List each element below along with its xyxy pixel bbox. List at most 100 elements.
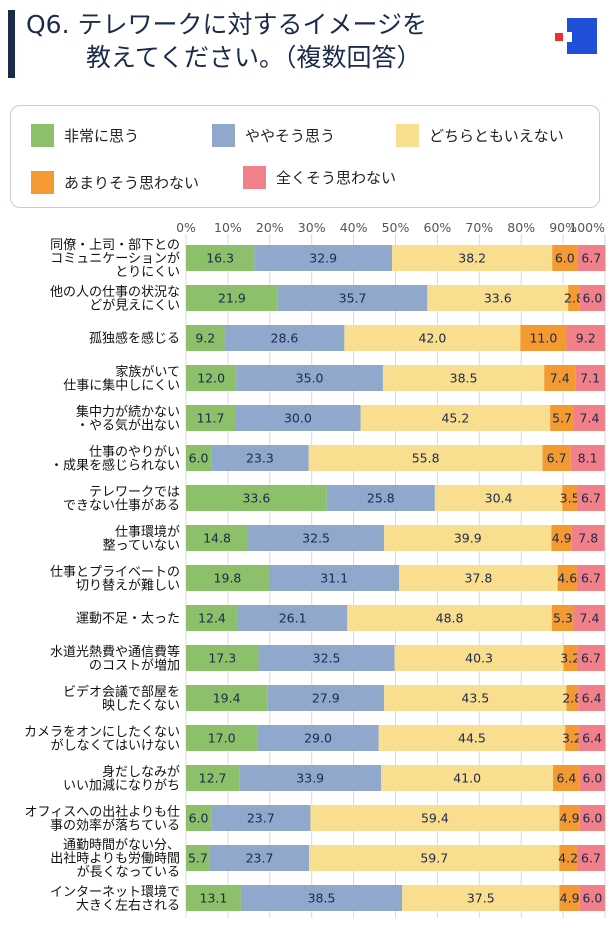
bar-segment — [579, 285, 605, 311]
bar-segment — [427, 285, 569, 311]
bar-segment — [579, 765, 605, 791]
data-label: 6.0 — [555, 251, 575, 266]
bar-segment — [576, 485, 605, 511]
bar-segment — [552, 245, 578, 271]
data-label: 17.0 — [208, 731, 236, 746]
bar-segment — [559, 845, 577, 871]
data-label: 6.7 — [581, 651, 601, 666]
data-label: 23.7 — [247, 811, 275, 826]
bar-segment — [186, 525, 249, 551]
title-line-1: Q6. テレワークに対するイメージを — [26, 10, 427, 39]
bar-segment — [257, 725, 379, 751]
data-label: 28.6 — [271, 331, 299, 346]
bar-segment — [186, 365, 237, 391]
data-label: 6.7 — [581, 851, 601, 866]
category-label: 集中力が続かない — [76, 404, 180, 420]
data-label: 55.8 — [412, 451, 440, 466]
category-label: できない仕事がある — [63, 498, 180, 513]
bar-segment — [553, 765, 580, 791]
bar-segment — [236, 365, 383, 391]
bar-segment — [209, 845, 310, 871]
bar-segment — [186, 885, 241, 911]
category-label: 同僚・上司・部下との — [50, 238, 180, 253]
data-label: 42.0 — [418, 331, 446, 346]
data-label: 8.1 — [578, 451, 598, 466]
bar-segment — [309, 845, 560, 871]
data-label: 5.7 — [552, 411, 572, 426]
legend-swatch — [31, 124, 54, 147]
bar-segment — [551, 525, 572, 551]
bar-segment — [186, 845, 210, 871]
data-label: 39.9 — [454, 531, 482, 546]
category-label: ・成果を感じられない — [50, 457, 180, 473]
data-label: 6.4 — [582, 691, 602, 706]
bar-segment — [277, 285, 428, 311]
bar-segment — [562, 485, 577, 511]
data-label: 35.7 — [339, 291, 367, 306]
x-tick-label: 70% — [465, 220, 493, 235]
legend: 非常に思う ややそう思う どちらともいえない あまりそう思わない 全くそう思わな… — [10, 105, 600, 208]
category-label: 整っていない — [103, 538, 180, 553]
category-label: 出社時よりも労働時間 — [50, 851, 180, 867]
bar-segment — [557, 565, 577, 591]
data-label: 6.0 — [582, 891, 602, 906]
data-label: 11.0 — [529, 331, 557, 346]
data-label: 48.8 — [436, 611, 464, 626]
data-label: 6.7 — [547, 451, 567, 466]
bar-segment — [576, 845, 605, 871]
bar-segment — [384, 685, 567, 711]
data-label: 23.7 — [246, 851, 274, 866]
data-label: 33.6 — [484, 291, 512, 306]
x-tick-label: 90% — [549, 220, 577, 235]
bar-segment — [186, 565, 269, 591]
bar-segment — [399, 565, 558, 591]
bar-segment — [308, 445, 543, 471]
data-label: 19.4 — [213, 691, 241, 706]
bar-segment — [402, 885, 560, 911]
bar-segment — [347, 605, 552, 631]
bar-segment — [211, 805, 311, 831]
bar-segment — [186, 805, 212, 831]
bar-segment — [434, 485, 563, 511]
category-label: 仕事とプライベートの — [50, 565, 180, 580]
bar-segment — [186, 325, 225, 351]
bar-segment — [568, 285, 580, 311]
data-label: 44.5 — [458, 731, 486, 746]
data-label: 33.9 — [296, 771, 324, 786]
bar-segment — [551, 605, 574, 631]
bar-segment — [384, 525, 552, 551]
legend-swatch — [212, 124, 235, 147]
data-label: 14.8 — [203, 531, 231, 546]
bar-segment — [576, 565, 605, 591]
x-tick-label: 0% — [176, 220, 196, 235]
category-label: のコストが増加 — [89, 658, 180, 673]
x-tick-label: 60% — [424, 220, 452, 235]
bar-segment — [237, 605, 348, 631]
data-label: 32.5 — [313, 651, 341, 666]
x-tick-label: 100% — [569, 220, 605, 235]
data-label: 2.8 — [564, 291, 584, 306]
x-tick-label: 30% — [298, 220, 326, 235]
category-label: 他の人の仕事の状況な — [50, 285, 180, 300]
data-label: 16.3 — [206, 251, 234, 266]
bar-segment — [239, 765, 382, 791]
data-label: 6.4 — [557, 771, 577, 786]
data-label: 7.4 — [580, 611, 600, 626]
x-tick-label: 40% — [340, 220, 368, 235]
category-label: とりにくい — [115, 265, 180, 280]
bar-segment — [570, 445, 605, 471]
brand-logo-icon — [555, 18, 597, 54]
data-label: 32.9 — [309, 251, 337, 266]
data-label: 4.9 — [560, 811, 580, 826]
data-label: 35.0 — [296, 371, 324, 386]
data-label: 25.8 — [367, 491, 395, 506]
category-label: ・やる気が出ない — [76, 417, 180, 433]
bar-segment — [254, 245, 393, 271]
x-tick-label: 80% — [507, 220, 535, 235]
data-label: 6.0 — [582, 811, 602, 826]
category-label: オフィスへの出社よりも仕 — [25, 804, 180, 820]
bar-segment — [575, 365, 605, 391]
data-label: 6.0 — [189, 811, 209, 826]
category-label: インターネット環境で — [50, 885, 180, 900]
